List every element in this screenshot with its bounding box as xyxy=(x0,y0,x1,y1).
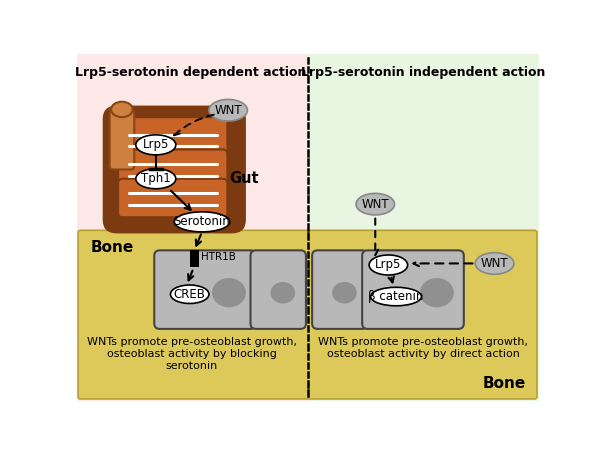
Ellipse shape xyxy=(371,287,421,306)
Bar xyxy=(77,54,308,400)
Text: CREB: CREB xyxy=(174,288,206,301)
Ellipse shape xyxy=(271,282,295,303)
Text: Tph1: Tph1 xyxy=(141,172,170,185)
Text: Bone: Bone xyxy=(91,240,134,255)
Ellipse shape xyxy=(475,252,514,274)
Bar xyxy=(190,250,199,267)
Text: Serotonin: Serotonin xyxy=(173,216,230,228)
Text: WNT: WNT xyxy=(214,104,242,117)
FancyBboxPatch shape xyxy=(103,106,246,234)
Text: Bone: Bone xyxy=(482,376,526,391)
Ellipse shape xyxy=(111,102,133,117)
FancyBboxPatch shape xyxy=(78,230,537,399)
Text: WNT: WNT xyxy=(481,257,508,270)
Ellipse shape xyxy=(332,282,357,303)
Text: β catenin: β catenin xyxy=(368,290,424,303)
FancyBboxPatch shape xyxy=(362,250,464,329)
Text: Lrp5-serotonin dependent action: Lrp5-serotonin dependent action xyxy=(75,66,306,79)
Ellipse shape xyxy=(356,194,395,215)
Ellipse shape xyxy=(174,212,230,232)
Ellipse shape xyxy=(369,255,407,275)
Text: WNTs promote pre-osteoblast growth,
osteoblast activity by direct action: WNTs promote pre-osteoblast growth, oste… xyxy=(318,338,528,359)
Text: WNTs promote pre-osteoblast growth,
osteoblast activity by blocking
serotonin: WNTs promote pre-osteoblast growth, oste… xyxy=(87,338,297,370)
Text: Gut: Gut xyxy=(229,171,259,186)
Text: Lrp5: Lrp5 xyxy=(143,138,169,151)
FancyBboxPatch shape xyxy=(118,179,227,217)
Bar xyxy=(308,54,539,400)
Ellipse shape xyxy=(136,135,176,155)
FancyBboxPatch shape xyxy=(154,250,256,329)
Ellipse shape xyxy=(136,169,176,189)
Text: WNT: WNT xyxy=(361,198,389,211)
Ellipse shape xyxy=(209,99,247,121)
FancyBboxPatch shape xyxy=(118,149,227,188)
FancyBboxPatch shape xyxy=(251,250,306,329)
Ellipse shape xyxy=(170,285,209,303)
Ellipse shape xyxy=(420,278,454,307)
FancyBboxPatch shape xyxy=(110,108,134,170)
Text: HTR1B: HTR1B xyxy=(201,252,236,261)
Text: Lrp5: Lrp5 xyxy=(375,258,401,271)
Text: Lrp5-serotonin independent action: Lrp5-serotonin independent action xyxy=(301,66,545,79)
FancyBboxPatch shape xyxy=(312,250,368,329)
FancyBboxPatch shape xyxy=(118,117,227,156)
Ellipse shape xyxy=(212,278,246,307)
